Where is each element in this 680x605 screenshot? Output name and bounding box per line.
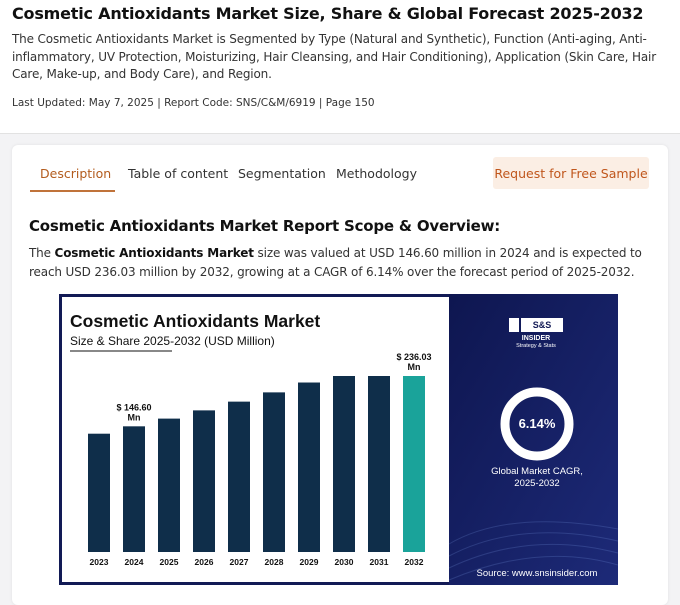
x-tick-label-2028: 2028	[265, 557, 284, 567]
x-tick-label-2030: 2030	[335, 557, 354, 567]
x-tick-label-2027: 2027	[230, 557, 249, 567]
x-axis-labels: 2023 2024 2025 2026 2027 2028 2029 2030 2031 2032	[90, 557, 424, 567]
data-label-2032-2: Mn	[408, 362, 421, 372]
bar-2023	[88, 433, 110, 552]
tab-description[interactable]: Description	[40, 166, 112, 181]
panel-wave-decoration	[448, 521, 618, 581]
overview-paragraph: The Cosmetic Antioxidants Market size wa…	[29, 244, 649, 282]
report-meta: Last Updated: May 7, 2025 | Report Code:…	[12, 97, 375, 109]
source-text: Source: www.snsinsider.com	[477, 568, 598, 579]
page-header: Cosmetic Antioxidants Market Size, Share…	[0, 0, 680, 134]
bar-2027	[228, 401, 250, 552]
logo-tower-icon	[509, 318, 519, 332]
bar-2030	[333, 376, 355, 552]
para-market-name: Cosmetic Antioxidants Market	[54, 246, 254, 260]
cagr-label-1: Global Market CAGR,	[491, 466, 583, 477]
x-tick-label-2024: 2024	[125, 557, 144, 567]
tab-methodology[interactable]: Methodology	[336, 166, 417, 181]
x-tick-label-2029: 2029	[300, 557, 319, 567]
bar-group	[88, 376, 425, 552]
cagr-value: 6.14%	[519, 416, 556, 431]
section-title: Cosmetic Antioxidants Market Report Scop…	[29, 217, 501, 235]
cagr-label-2: 2025-2032	[514, 478, 559, 489]
logo-box	[521, 318, 563, 332]
tab-table-of-content[interactable]: Table of content	[128, 166, 229, 181]
x-tick-label-2023: 2023	[90, 557, 109, 567]
logo-tagline: Strategy & Stats	[516, 343, 556, 349]
x-tick-label-2031: 2031	[370, 557, 389, 567]
para-rest: size was valued at USD 146.60 million in…	[29, 246, 642, 279]
active-tab-indicator	[30, 190, 115, 192]
tab-segmentation[interactable]: Segmentation	[238, 166, 326, 181]
bar-2026	[193, 410, 215, 552]
infographic-title: Cosmetic Antioxidants Market	[70, 311, 320, 331]
page-description: The Cosmetic Antioxidants Market is Segm…	[12, 32, 656, 81]
x-tick-label-2026: 2026	[195, 557, 214, 567]
bar-2031	[368, 376, 390, 552]
x-tick-label-2025: 2025	[160, 557, 179, 567]
logo-text-sns: S&S	[533, 320, 552, 330]
bar-2024	[123, 426, 145, 552]
sns-insider-logo: S&S INSIDER Strategy & Stats	[509, 318, 563, 349]
data-label-2024-1: $ 146.60	[116, 402, 151, 412]
market-infographic: Cosmetic Antioxidants Market Size & Shar…	[59, 294, 618, 585]
bar-2028	[263, 392, 285, 552]
data-label-2032-1: $ 236.03	[396, 352, 431, 362]
bar-2032	[403, 376, 425, 552]
x-tick-label-2032: 2032	[405, 557, 424, 567]
bar-2029	[298, 382, 320, 552]
infographic-subtitle: Size & Share 2025-2032 (USD Million)	[70, 334, 275, 348]
page-title: Cosmetic Antioxidants Market Size, Share…	[12, 4, 644, 23]
cagr-panel	[449, 294, 618, 585]
request-free-sample-button[interactable]: Request for Free Sample	[493, 157, 649, 189]
cagr-ring	[500, 387, 574, 461]
para-prefix: The	[29, 246, 55, 260]
data-label-2024-2: Mn	[128, 412, 141, 422]
bar-2025	[158, 418, 180, 552]
logo-text-insider: INSIDER	[522, 335, 550, 342]
